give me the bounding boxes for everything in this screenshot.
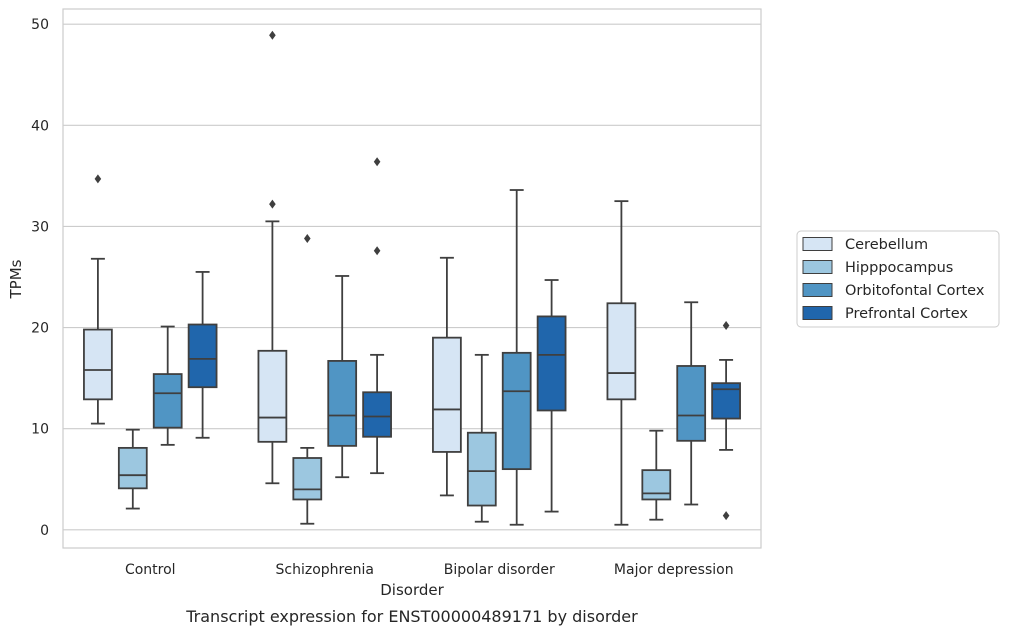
box <box>187 323 218 389</box>
boxplot <box>327 275 358 479</box>
outlier-point <box>373 246 381 256</box>
outlier-point <box>269 30 276 40</box>
grid <box>63 23 761 531</box>
outlier-point <box>94 174 102 184</box>
y-axis-title: TPMs <box>7 259 25 299</box>
box <box>152 373 183 429</box>
box <box>676 365 707 442</box>
legend: Cerebellum Hipppocampus Orbitofontal Corte… <box>796 230 1000 328</box>
outlier-point <box>722 321 730 331</box>
legend-swatch <box>802 306 833 320</box>
box <box>292 457 323 501</box>
boxplot <box>676 301 707 506</box>
box <box>327 360 358 447</box>
legend-label: Cerebellum <box>845 237 928 253</box>
boxplot <box>292 234 323 525</box>
boxplot <box>257 30 288 485</box>
boxplot <box>606 200 637 526</box>
x-tick-label: Bipolar disorder <box>444 562 555 578</box>
y-tick-label: 40 <box>31 118 49 134</box>
x-tick-labels: Control Schizophrenia Bipolar disorder Majo… <box>125 562 734 578</box>
y-tick-label: 30 <box>31 219 49 235</box>
outlier-point <box>373 157 381 167</box>
outlier-point <box>722 511 730 521</box>
legend-label: Orbitofontal Cortex <box>845 283 985 299</box>
boxplot <box>152 325 183 446</box>
boxplot <box>117 428 148 510</box>
y-tick-label: 20 <box>31 321 49 337</box>
boxplot <box>711 321 741 521</box>
plot-area <box>62 8 762 549</box>
legend-label: Hipppocampus <box>845 260 953 276</box>
legend-swatch <box>802 237 833 251</box>
box <box>362 391 392 438</box>
x-tick-label: Schizophrenia <box>276 562 374 578</box>
x-tick-label: Control <box>125 562 176 578</box>
boxplot <box>466 353 497 523</box>
box <box>606 302 637 401</box>
box <box>257 349 288 443</box>
box <box>501 351 532 471</box>
boxplot <box>432 256 462 497</box>
box <box>641 469 672 501</box>
boxplot <box>83 174 113 425</box>
box <box>536 315 567 412</box>
boxplot <box>501 189 532 526</box>
y-tick-label: 0 <box>40 523 49 539</box>
x-tick-label: Major depression <box>614 562 734 578</box>
legend-label: Prefrontal Cortex <box>845 306 968 322</box>
x-axis-title: Disorder <box>380 581 444 599</box>
box <box>117 446 148 490</box>
outlier-point <box>269 199 276 209</box>
boxplots <box>83 30 741 526</box>
y-tick-label: 10 <box>31 422 49 438</box>
legend-frame <box>796 230 1000 328</box>
boxplot <box>187 271 218 439</box>
legend-swatch <box>802 283 833 297</box>
outlier-point <box>304 234 311 244</box>
chart-caption: Transcript expression for ENST0000048917… <box>185 607 638 626</box>
legend-swatch <box>802 260 833 274</box>
y-tick-labels: 0 10 20 30 40 50 <box>31 17 49 539</box>
box <box>83 328 113 401</box>
boxplot <box>362 157 392 475</box>
y-tick-label: 50 <box>31 17 49 33</box>
boxplot <box>641 429 672 521</box>
box <box>466 431 497 507</box>
boxplot <box>536 279 567 513</box>
box <box>432 336 462 453</box>
